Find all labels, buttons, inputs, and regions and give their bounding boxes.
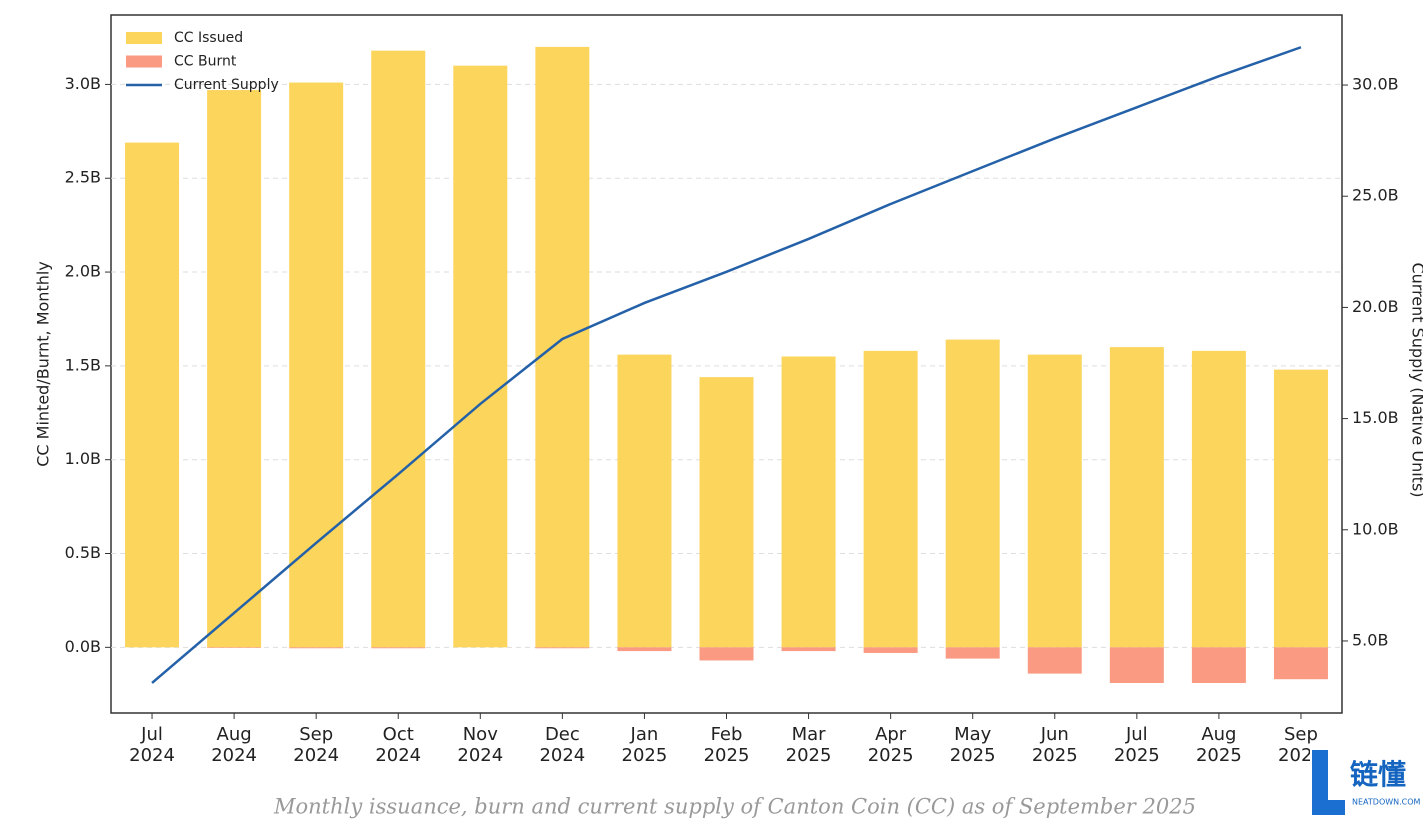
x-tick-label-line: Mar: [792, 724, 827, 745]
x-tick-label-line: Feb: [711, 724, 743, 745]
y2-tick-label: 25.0B: [1352, 186, 1399, 205]
bar: [1273, 647, 1328, 680]
y-tick-label: 0.5B: [65, 543, 101, 562]
y-tick-label: 1.5B: [65, 355, 101, 374]
bar: [699, 647, 754, 661]
legend-label: CC Issued: [174, 30, 243, 46]
bar: [207, 90, 262, 648]
x-tick-label-line: 2025: [1032, 745, 1078, 766]
x-tick-label-line: Jul: [140, 724, 163, 745]
x-tick-label: Feb 2025: [704, 724, 750, 766]
line: [151, 46, 1302, 684]
legend-swatch: [126, 32, 162, 44]
x-tick-label-line: 2025: [622, 745, 668, 766]
x-tick-label-line: Sep: [299, 724, 333, 745]
x-tick-label-line: Jun: [1040, 724, 1069, 745]
bar: [1027, 647, 1082, 674]
bar: [945, 339, 1000, 648]
y2-axis-label: Current Supply (Native Units): [1409, 262, 1423, 497]
x-tick-label-line: Nov: [463, 724, 498, 745]
watermark-site: NEATDOWN.COM: [1352, 798, 1421, 807]
x-tick-label: Jul 2025: [1114, 724, 1160, 766]
bar: [535, 46, 590, 648]
bar: [617, 354, 672, 648]
bar: [207, 647, 262, 648]
x-tick-label: Aug 2025: [1196, 724, 1242, 766]
bar: [371, 50, 426, 648]
x-tick-label-line: Dec: [545, 724, 580, 745]
x-tick-label-line: 2024: [375, 745, 421, 766]
bar: [289, 82, 344, 648]
x-tick-label: Sep 2024: [293, 724, 339, 766]
y2-tick-label: 5.0B: [1352, 630, 1388, 649]
bar: [699, 377, 754, 648]
bar: [289, 647, 344, 649]
x-tick-label-line: 2024: [539, 745, 585, 766]
x-tick-label: Oct 2024: [375, 724, 421, 766]
bar: [1191, 350, 1246, 648]
watermark-brand: 链懂: [1350, 758, 1406, 791]
x-tick-label-line: 2025: [1114, 745, 1160, 766]
y-tick-label: 3.0B: [65, 74, 101, 93]
x-tick-label: Jul 2024: [129, 724, 175, 766]
x-tick-label-line: Jan: [630, 724, 659, 745]
x-tick-label: May 2025: [950, 724, 996, 766]
bar: [1109, 347, 1164, 648]
bar: [535, 647, 590, 649]
x-tick-label-line: 2024: [293, 745, 339, 766]
bar: [1109, 647, 1164, 683]
caption: Monthly issuance, burn and current suppl…: [273, 795, 1196, 819]
x-tick-label: Aug 2024: [211, 724, 257, 766]
x-tick-label-line: Aug: [1201, 724, 1236, 745]
x-tick-label-line: Sep: [1284, 724, 1318, 745]
y-tick-label: 2.5B: [65, 168, 101, 187]
x-tick-label-line: Apr: [875, 724, 907, 745]
bar: [945, 647, 1000, 659]
bar: [781, 356, 836, 648]
bar: [863, 350, 918, 648]
x-tick-label-line: 2024: [211, 745, 257, 766]
bar: [453, 65, 508, 648]
y-tick-label: 0.0B: [65, 637, 101, 656]
x-tick-label: Jun 2025: [1032, 724, 1078, 766]
x-tick-label: Nov 2024: [457, 724, 503, 766]
x-tick-label: Dec 2024: [539, 724, 585, 766]
x-tick-label-line: 2024: [129, 745, 175, 766]
x-tick-label-line: 2025: [786, 745, 832, 766]
y-axis-label: CC Minted/Burnt, Monthly: [34, 261, 53, 467]
bar: [1191, 647, 1246, 683]
bar: [863, 647, 918, 653]
x-tick-label-line: May: [954, 724, 992, 745]
x-tick-label-line: 2025: [704, 745, 750, 766]
x-tick-label: Apr 2025: [868, 724, 914, 766]
y-tick-label: 1.0B: [65, 449, 101, 468]
y-tick-label: 2.0B: [65, 262, 101, 281]
x-tick-label-line: 2025: [1196, 745, 1242, 766]
x-tick-label-line: Oct: [383, 724, 414, 745]
bar: [1027, 354, 1082, 648]
x-tick-label-line: 2025: [868, 745, 914, 766]
x-tick-label-line: Aug: [217, 724, 252, 745]
y2-tick-label: 10.0B: [1352, 519, 1399, 538]
bar: [1273, 369, 1328, 648]
x-tick-label-line: 2024: [457, 745, 503, 766]
x-tick-label: Jan 2025: [622, 724, 668, 766]
bar: [371, 647, 426, 649]
x-tick-label: Mar 2025: [786, 724, 832, 766]
y2-tick-label: 20.0B: [1352, 297, 1399, 316]
watermark-logo: [1312, 750, 1345, 815]
y2-tick-label: 30.0B: [1352, 75, 1399, 94]
y2-tick-label: 15.0B: [1352, 408, 1399, 427]
legend-label: Current Supply: [174, 77, 279, 93]
x-tick-label-line: Jul: [1125, 724, 1148, 745]
bar: [125, 142, 180, 648]
watermark: 链懂 NEATDOWN.COM: [1310, 748, 1423, 819]
legend-swatch: [126, 55, 162, 68]
bar: [617, 647, 672, 652]
bar: [781, 647, 836, 652]
x-tick-label-line: 2025: [950, 745, 996, 766]
legend-label: CC Burnt: [174, 54, 237, 70]
